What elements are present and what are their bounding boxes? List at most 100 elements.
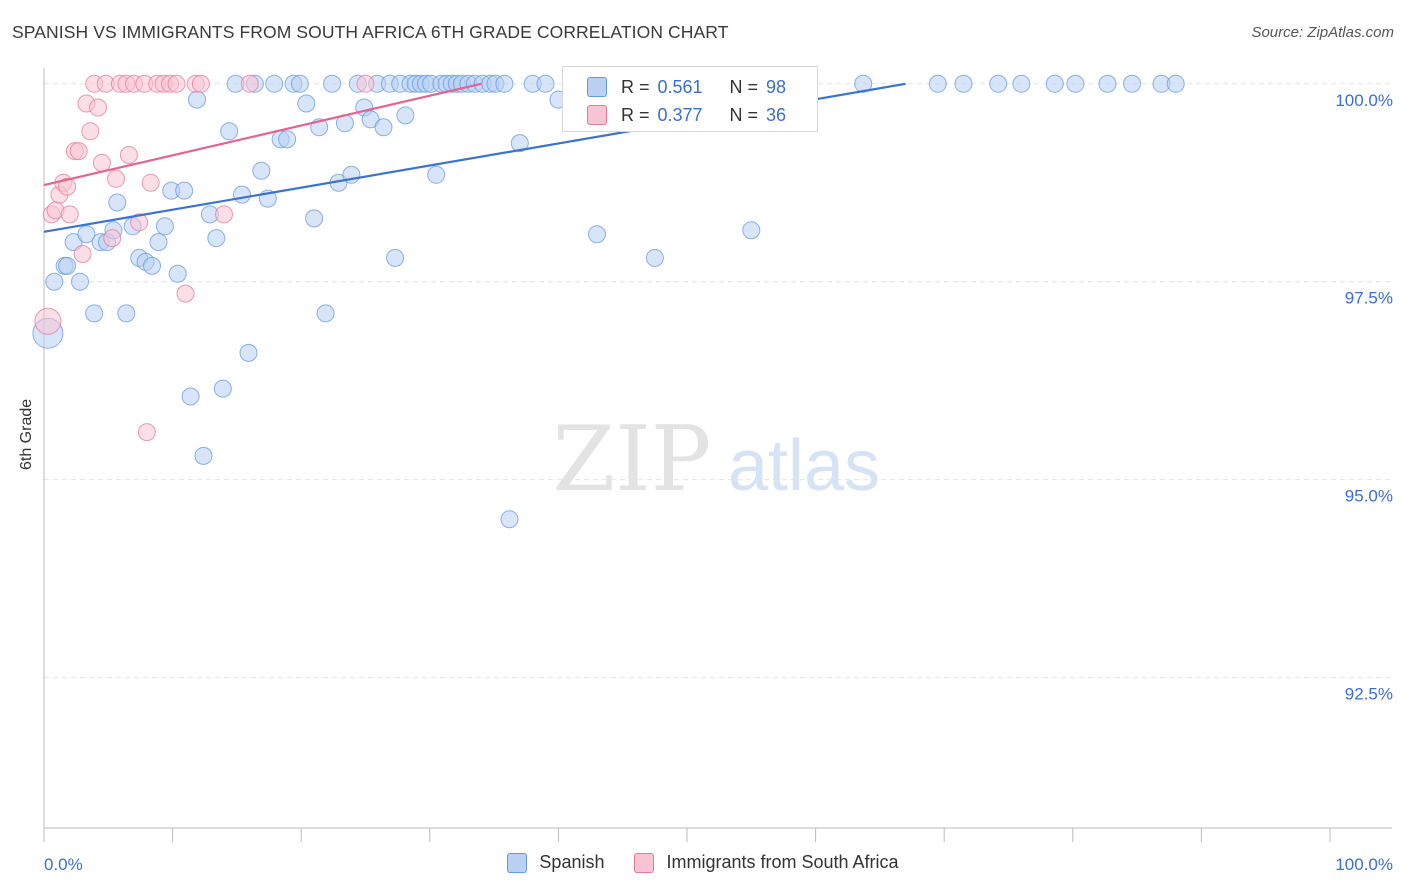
y-tick-label: 95.0% bbox=[1345, 487, 1393, 506]
point-south-africa bbox=[69, 142, 88, 161]
point-spanish bbox=[175, 181, 194, 200]
trend-line-south-africa bbox=[43, 82, 482, 187]
point-spanish bbox=[194, 446, 213, 465]
y-tick-label: 100.0% bbox=[1335, 91, 1393, 110]
point-south-africa bbox=[107, 169, 125, 188]
point-spanish bbox=[239, 343, 258, 362]
point-spanish bbox=[1066, 74, 1085, 93]
point-spanish bbox=[1098, 74, 1117, 93]
r-value-south-africa: 0.377 bbox=[657, 104, 703, 125]
point-south-africa bbox=[137, 423, 156, 442]
stats-legend: R = 0.561 N = 98 R = 0.377 N = 36 bbox=[562, 66, 818, 132]
point-spanish bbox=[742, 221, 761, 240]
point-spanish bbox=[645, 248, 664, 267]
point-south-africa bbox=[58, 177, 77, 196]
point-spanish bbox=[928, 74, 947, 93]
point-spanish bbox=[588, 225, 606, 244]
point-spanish bbox=[108, 193, 127, 212]
legend-label-spanish: Spanish bbox=[539, 852, 605, 872]
point-south-africa bbox=[215, 205, 233, 224]
point-spanish bbox=[989, 74, 1008, 93]
data-points bbox=[32, 74, 1185, 529]
point-spanish bbox=[85, 304, 104, 323]
point-spanish bbox=[278, 130, 297, 149]
legend-item-spanish[interactable]: Spanish bbox=[507, 852, 604, 873]
chart-title: SPANISH VS IMMIGRANTS FROM SOUTH AFRICA … bbox=[12, 22, 729, 42]
legend-swatch-spanish bbox=[587, 77, 607, 97]
point-spanish bbox=[58, 256, 77, 275]
x-tick-label: 100.0% bbox=[1335, 855, 1393, 874]
point-spanish bbox=[45, 272, 64, 291]
point-spanish bbox=[149, 233, 168, 252]
n-label: N = bbox=[729, 104, 759, 125]
gridlines bbox=[44, 83, 1392, 679]
point-spanish bbox=[181, 387, 200, 406]
x-tick-label: 0.0% bbox=[44, 855, 83, 874]
point-spanish bbox=[297, 94, 316, 113]
point-spanish bbox=[954, 74, 973, 93]
legend-row-south-africa: R = 0.377 N = 36 bbox=[587, 101, 786, 129]
point-spanish bbox=[290, 74, 309, 93]
point-spanish bbox=[854, 74, 873, 93]
point-spanish bbox=[168, 264, 187, 283]
point-south-africa bbox=[191, 74, 210, 93]
point-spanish bbox=[77, 225, 96, 244]
legend-swatch-spanish bbox=[507, 852, 528, 873]
y-axis-label: 6th Grade bbox=[18, 398, 35, 470]
n-label: N = bbox=[729, 76, 759, 97]
point-spanish bbox=[207, 229, 226, 248]
point-spanish bbox=[536, 74, 555, 93]
point-spanish bbox=[1123, 74, 1141, 93]
point-spanish bbox=[265, 74, 284, 93]
point-spanish bbox=[1012, 74, 1031, 93]
point-spanish bbox=[252, 161, 271, 180]
point-south-africa bbox=[103, 229, 122, 248]
point-south-africa bbox=[176, 284, 195, 303]
legend-row-spanish: R = 0.561 N = 98 bbox=[587, 73, 786, 101]
point-south-africa bbox=[130, 213, 149, 232]
point-spanish bbox=[396, 106, 415, 125]
axes bbox=[43, 68, 1392, 842]
point-spanish bbox=[71, 272, 89, 291]
point-south-africa bbox=[119, 146, 138, 164]
point-south-africa bbox=[240, 74, 259, 93]
watermark-atlas: atlas bbox=[728, 426, 880, 506]
legend-item-south-africa[interactable]: Immigrants from South Africa bbox=[634, 852, 899, 873]
point-south-africa bbox=[73, 245, 92, 263]
n-value-spanish: 98 bbox=[766, 76, 787, 97]
point-spanish bbox=[374, 118, 393, 137]
r-value-spanish: 0.561 bbox=[657, 76, 703, 97]
y-tick-label: 97.5% bbox=[1345, 289, 1393, 308]
legend-label-south-africa: Immigrants from South Africa bbox=[666, 852, 899, 872]
point-spanish bbox=[361, 110, 380, 129]
point-spanish bbox=[1045, 74, 1064, 93]
point-south-africa bbox=[34, 307, 62, 335]
point-spanish bbox=[233, 185, 251, 204]
point-spanish bbox=[155, 217, 174, 236]
r-label: R = bbox=[621, 104, 650, 125]
legend-swatch-south-africa bbox=[634, 852, 655, 873]
y-tick-label: 92.5% bbox=[1345, 685, 1393, 704]
source-credit: Source: ZipAtlas.com bbox=[1251, 24, 1394, 41]
n-value-south-africa: 36 bbox=[766, 104, 787, 125]
point-spanish bbox=[1166, 74, 1185, 93]
point-spanish bbox=[143, 256, 161, 275]
point-spanish bbox=[220, 122, 239, 141]
point-spanish bbox=[316, 304, 335, 323]
point-south-africa bbox=[81, 122, 100, 141]
point-south-africa bbox=[141, 173, 160, 192]
point-spanish bbox=[510, 134, 529, 153]
r-label: R = bbox=[621, 76, 650, 97]
series-legend: Spanish Immigrants from South Africa bbox=[0, 852, 1406, 873]
point-south-africa bbox=[60, 205, 79, 224]
point-south-africa bbox=[356, 74, 375, 93]
point-spanish bbox=[323, 74, 342, 93]
watermark-zip: ZIP bbox=[553, 407, 712, 512]
legend-swatch-south-africa bbox=[587, 105, 607, 125]
tick-labels: 92.5% 95.0% 97.5% 100.0% 0.0% 100.0% bbox=[44, 91, 1393, 874]
point-south-africa bbox=[92, 153, 111, 172]
watermark: ZIP atlas bbox=[553, 407, 880, 512]
point-spanish bbox=[386, 248, 405, 267]
point-spanish bbox=[427, 165, 446, 184]
